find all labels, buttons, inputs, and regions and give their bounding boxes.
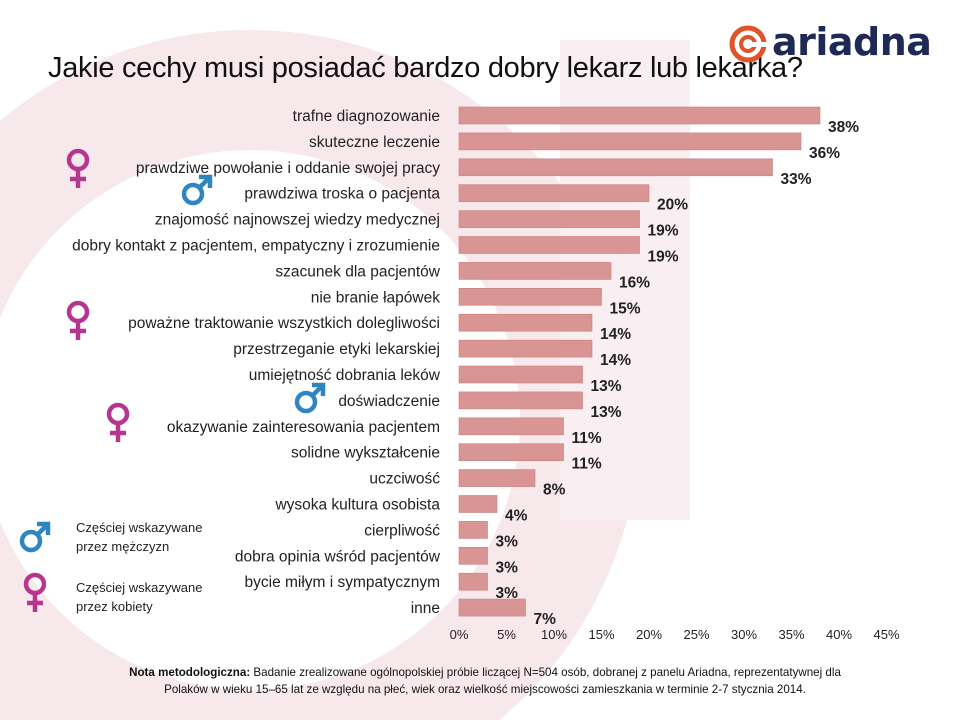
bar [458, 158, 773, 177]
category-label: trafne diagnozowanie [293, 108, 440, 125]
category-labels: trafne diagnozowanie skuteczne leczenie pr… [72, 108, 441, 617]
legend-female-line-2: przez kobiety [76, 599, 153, 614]
bar [458, 417, 564, 436]
legend-male-text: Częściej wskazywane przez mężczyzn [76, 518, 202, 556]
legend-male-line-2: przez mężczyzn [76, 539, 170, 554]
bar [458, 598, 526, 617]
category-label: doświadczenie [338, 393, 440, 410]
value-label: 38% [828, 119, 859, 136]
value-label: 14% [600, 352, 631, 369]
x-tick-label: 25% [683, 627, 709, 642]
value-label: 3% [496, 559, 519, 576]
bar [458, 184, 650, 202]
value-label: 14% [600, 326, 631, 343]
male-symbol-icon [181, 174, 213, 206]
female-symbol-icon [23, 572, 47, 612]
category-label: prawdziwe powołanie i oddanie swojej pra… [136, 160, 440, 177]
value-label: 4% [505, 508, 528, 525]
value-label: 15% [610, 300, 641, 317]
value-label: 11% [572, 430, 602, 447]
bar [458, 469, 536, 487]
bar [458, 313, 593, 332]
female-symbol-icon [66, 148, 90, 188]
legend-female-text: Częściej wskazywane przez kobiety [76, 578, 202, 616]
bar [458, 443, 564, 462]
value-label: 20% [657, 197, 688, 214]
category-label: bycie miłym i sympatycznym [245, 574, 441, 591]
bar [458, 521, 488, 539]
category-label: dobry kontakt z pacjentem, empatyczny i … [72, 238, 440, 255]
x-tick-label: 5% [497, 627, 516, 642]
bar [458, 210, 640, 228]
chart-title: Jakie cechy musi posiadać bardzo dobry l… [48, 52, 803, 84]
category-label: skuteczne leczenie [309, 134, 440, 151]
female-symbol-icon [106, 402, 130, 442]
bar [458, 572, 488, 591]
category-label: znajomość najnowszej wiedzy medycznej [155, 212, 440, 229]
category-label: solidne wykształcenie [291, 445, 440, 462]
category-label: nie branie łapówek [311, 289, 441, 306]
category-label: inne [411, 600, 440, 617]
bar [458, 262, 612, 280]
category-label: wysoka kultura osobista [274, 497, 440, 514]
methodology-note-line-2: Polaków w wieku 15–65 lat ze względu na … [164, 683, 806, 696]
category-label: umiejętność dobrania leków [249, 367, 441, 384]
bar [458, 106, 821, 125]
legend-male-line-1: Częściej wskazywane [76, 520, 203, 535]
methodology-note-line-1: Badanie zrealizowane ogólnopolskiej prób… [253, 666, 841, 679]
logo-text: ariadna [772, 20, 932, 64]
value-labels: 38% 36% 33% 20% 19% 19% 16% 15% 14% 14% 13% 13% 11% 1… [496, 119, 860, 628]
bar [458, 236, 640, 254]
gender-markers [66, 148, 326, 442]
category-label: okazywanie zainteresowania pacjentem [167, 419, 440, 436]
category-label: uczciwość [369, 471, 440, 488]
value-label: 3% [496, 585, 519, 602]
x-tick-label: 20% [636, 627, 662, 642]
value-label: 13% [591, 378, 622, 395]
category-label: dobra opinia wśród pacjentów [235, 548, 441, 565]
ariadna-logo: ariadna [728, 18, 932, 68]
x-tick-label: 40% [826, 627, 852, 642]
value-label: 11% [572, 456, 602, 473]
value-label: 16% [619, 274, 650, 291]
category-label: poważne traktowanie wszystkich dolegliwo… [128, 315, 440, 332]
category-label: cierpliwość [364, 522, 440, 539]
bar [458, 365, 583, 384]
value-label: 7% [534, 611, 557, 628]
value-label: 33% [781, 171, 812, 188]
bar [458, 287, 602, 306]
value-label: 3% [496, 533, 519, 550]
bar [458, 132, 802, 151]
bar-chart: trafne diagnozowanie skuteczne leczenie pr… [66, 106, 900, 642]
value-label: 8% [543, 482, 566, 499]
value-label: 19% [648, 249, 679, 266]
bar [458, 495, 498, 513]
male-symbol-icon [19, 521, 51, 553]
methodology-note: Nota metodologiczna: Badanie zrealizowan… [90, 664, 880, 698]
x-tick-label: 0% [450, 627, 469, 642]
male-symbol-icon [294, 382, 326, 414]
female-symbol-icon [66, 300, 90, 340]
value-label: 36% [809, 145, 840, 162]
ariadna-logo-mark-icon [729, 25, 768, 63]
bars-layer [458, 106, 821, 617]
x-tick-label: 15% [588, 627, 614, 642]
category-label: przestrzeganie etyki lekarskiej [233, 341, 440, 358]
value-label: 13% [591, 404, 622, 421]
x-tick-label: 45% [873, 627, 899, 642]
x-tick-label: 35% [778, 627, 804, 642]
bar [458, 391, 583, 410]
x-axis-ticks: 0% 5% 10% 15% 20% 25% 30% 35% 40% 45% [450, 627, 900, 642]
value-label: 19% [648, 223, 679, 240]
category-label: prawdziwa troska o pacjenta [244, 186, 440, 203]
x-tick-label: 30% [731, 627, 757, 642]
legend-female-line-1: Częściej wskazywane [76, 580, 203, 595]
bar [458, 546, 488, 565]
x-tick-label: 10% [541, 627, 567, 642]
category-label: szacunek dla pacjentów [275, 263, 440, 280]
methodology-note-label: Nota metodologiczna: [129, 666, 251, 679]
bar [458, 339, 593, 358]
